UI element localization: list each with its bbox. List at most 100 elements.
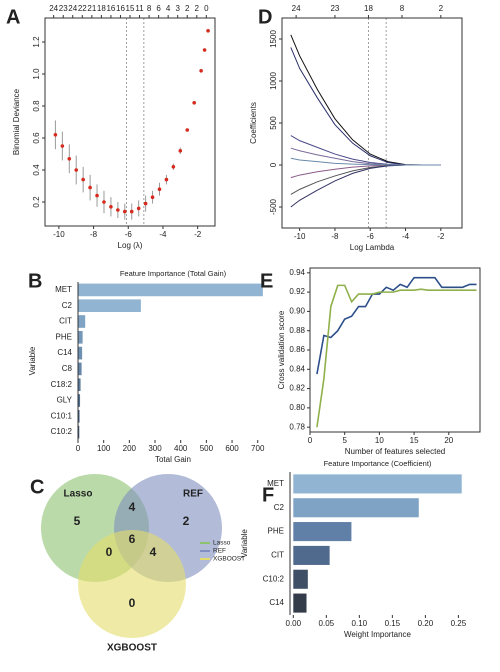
x-tick-label: 500 xyxy=(200,444,214,453)
x-tick-label: -4 xyxy=(402,232,410,241)
y-tick-label: CIT xyxy=(271,551,284,560)
top-tick-label: 23 xyxy=(59,4,68,13)
chart-title: Feature Importance (Coefficient) xyxy=(324,459,432,468)
x-tick-label: 0.05 xyxy=(319,619,335,628)
y-tick-label: MET xyxy=(267,479,284,488)
region-count: 2 xyxy=(183,514,190,528)
y-tick-label: 0 xyxy=(269,162,278,167)
venn-set xyxy=(78,530,186,638)
region-count: 0 xyxy=(106,545,113,559)
y-tick-label: C18:2 xyxy=(51,380,73,389)
y-tick-label: C8 xyxy=(62,364,73,373)
point xyxy=(74,168,79,172)
point xyxy=(192,101,196,105)
y-tick-label: C2 xyxy=(274,503,285,512)
x-axis-label: Total Gain xyxy=(155,455,191,464)
point xyxy=(102,200,106,204)
top-tick-label: 0 xyxy=(204,4,209,13)
series-line xyxy=(290,47,441,166)
bar xyxy=(78,299,141,313)
bar xyxy=(78,394,81,407)
panel-label: C xyxy=(30,476,44,498)
x-tick-label: 100 xyxy=(97,444,111,453)
y-tick-label: 0.6 xyxy=(32,132,41,144)
bar xyxy=(78,330,83,344)
series-line xyxy=(290,164,441,179)
top-tick-label: 4 xyxy=(166,4,171,13)
y-tick-label: C10:2 xyxy=(263,574,285,583)
region-count: 0 xyxy=(129,596,136,610)
y-tick-label: 0.78 xyxy=(289,422,305,431)
bar xyxy=(293,593,307,613)
top-tick-label: 24 xyxy=(68,4,77,13)
set-label: Lasso xyxy=(64,489,93,500)
point xyxy=(60,144,65,148)
y-tick-label: C10:2 xyxy=(51,427,73,436)
y-tick-label: 500 xyxy=(269,116,278,130)
y-tick-label: C10:1 xyxy=(51,411,73,420)
y-axis-label: Coefficients xyxy=(249,102,258,144)
x-tick-label: 0.25 xyxy=(451,619,467,628)
x-axis-label: Weight Importance xyxy=(344,630,412,639)
panel-label: F xyxy=(262,484,274,506)
y-tick-label: 0.86 xyxy=(289,345,305,354)
x-axis-label: Log (λ) xyxy=(118,241,143,250)
legend-label: XGBOOST xyxy=(213,556,245,563)
y-tick-label: 0.4 xyxy=(32,164,41,176)
series-line xyxy=(316,284,477,428)
legend-label: REF xyxy=(213,548,226,555)
point xyxy=(136,206,141,211)
bar xyxy=(293,569,308,589)
y-tick-label: 0.8 xyxy=(32,100,41,112)
y-tick-label: 0.88 xyxy=(289,326,305,335)
y-tick-label: 0.94 xyxy=(289,268,305,277)
top-tick-label: 15 xyxy=(126,4,135,13)
plot-frame xyxy=(44,17,216,227)
region-count: 5 xyxy=(74,514,81,528)
x-tick-label: -8 xyxy=(90,230,98,239)
panel-label: B xyxy=(28,270,42,292)
bar xyxy=(78,315,86,328)
top-tick-label: 8 xyxy=(400,4,405,13)
top-tick-label: 22 xyxy=(78,4,87,13)
point xyxy=(116,208,120,212)
x-tick-label: 300 xyxy=(148,444,162,453)
point xyxy=(81,177,85,182)
point xyxy=(129,209,134,214)
bar xyxy=(78,283,263,297)
x-tick-label: -10 xyxy=(294,232,306,241)
x-tick-label: 200 xyxy=(123,444,137,453)
x-axis-label: Number of features selected xyxy=(345,447,446,456)
x-tick-label: 15 xyxy=(410,436,419,445)
point xyxy=(67,157,72,161)
point xyxy=(53,133,58,137)
x-tick-label: 10 xyxy=(375,436,384,445)
bar xyxy=(293,474,462,494)
region-count: 4 xyxy=(129,500,136,514)
y-tick-label: 1.2 xyxy=(32,36,41,48)
y-tick-label: 0.84 xyxy=(289,364,305,373)
top-tick-label: 2 xyxy=(185,4,190,13)
point xyxy=(206,29,210,33)
x-tick-label: 0 xyxy=(308,436,313,445)
x-tick-label: 0.10 xyxy=(352,619,368,628)
region-count: 4 xyxy=(150,545,157,559)
top-tick-label: 18 xyxy=(364,4,373,13)
x-tick-label: -2 xyxy=(437,232,445,241)
point xyxy=(178,149,183,153)
panel-label: A xyxy=(6,6,20,28)
y-tick-label: 1500 xyxy=(269,30,278,48)
x-tick-label: -10 xyxy=(53,230,65,239)
point xyxy=(157,187,162,191)
y-axis-label: Cross validation score xyxy=(277,310,286,389)
point xyxy=(164,177,169,182)
top-tick-label: 24 xyxy=(49,4,58,13)
x-tick-label: -4 xyxy=(159,230,167,239)
plot-frame xyxy=(281,17,463,229)
x-tick-label: 400 xyxy=(174,444,188,453)
y-tick-label: PHE xyxy=(56,332,72,341)
point xyxy=(109,205,113,209)
bar xyxy=(293,545,330,565)
top-tick-label: 18 xyxy=(97,4,106,13)
